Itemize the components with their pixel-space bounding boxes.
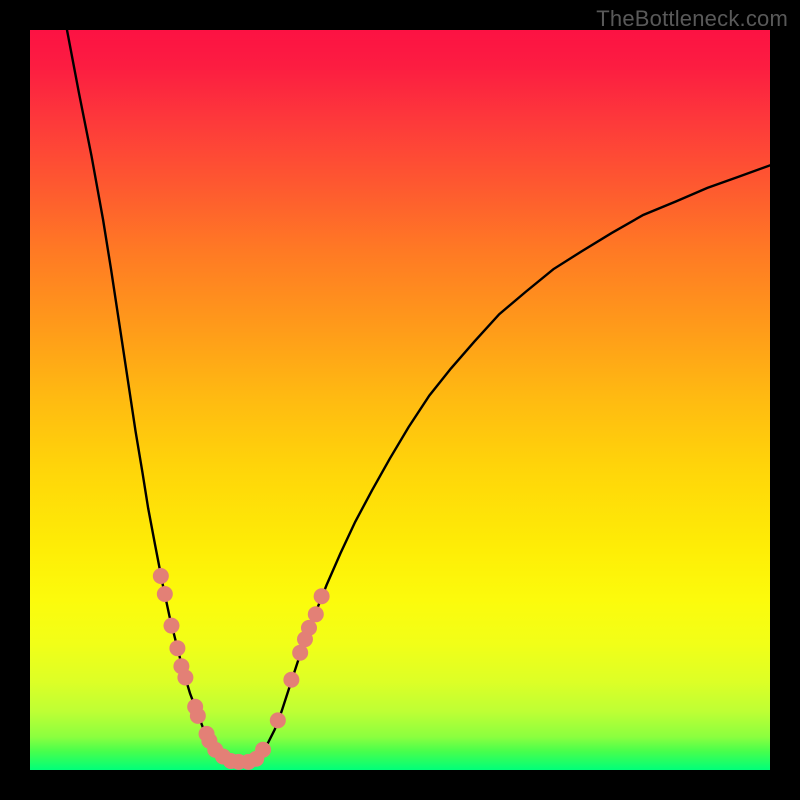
marker-point [153,568,169,584]
marker-point [157,586,173,602]
marker-point [283,672,299,688]
plot-svg [30,30,770,770]
marker-point [308,606,324,622]
marker-point [163,618,179,634]
marker-point [169,640,185,656]
marker-point [301,620,317,636]
plot-background [30,30,770,770]
watermark-text: TheBottleneck.com [596,6,788,32]
marker-point [177,670,193,686]
plot-frame [30,30,770,770]
marker-point [190,708,206,724]
marker-point [255,742,271,758]
marker-point [270,712,286,728]
marker-point [314,588,330,604]
